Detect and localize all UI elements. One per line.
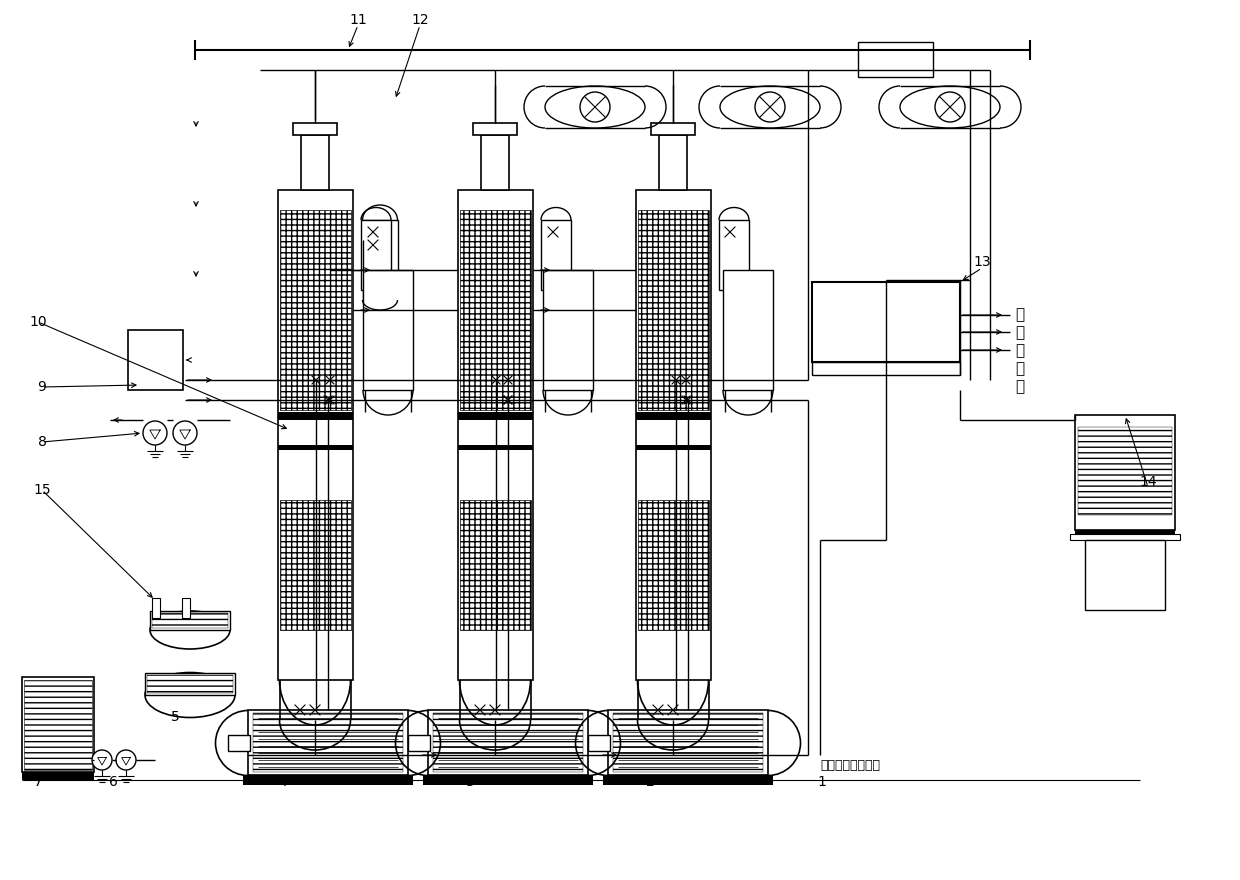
Bar bbox=[280, 210, 351, 410]
Text: 2: 2 bbox=[646, 775, 655, 789]
Bar bbox=[1078, 427, 1172, 515]
Bar bbox=[22, 772, 94, 780]
Circle shape bbox=[143, 421, 167, 445]
Bar bbox=[153, 613, 228, 628]
Bar bbox=[150, 611, 229, 630]
Text: 槽: 槽 bbox=[1016, 379, 1024, 394]
Bar bbox=[145, 673, 236, 695]
Text: 14: 14 bbox=[1140, 475, 1157, 489]
Bar bbox=[361, 220, 391, 290]
Bar bbox=[182, 598, 190, 618]
Bar bbox=[613, 713, 763, 772]
Bar bbox=[293, 123, 337, 135]
Bar bbox=[278, 190, 353, 680]
Text: 11: 11 bbox=[350, 13, 367, 27]
Circle shape bbox=[755, 92, 785, 122]
Circle shape bbox=[92, 750, 112, 770]
Text: 6: 6 bbox=[109, 775, 118, 789]
Bar bbox=[858, 42, 932, 77]
Circle shape bbox=[174, 421, 197, 445]
Bar bbox=[458, 445, 533, 450]
Bar bbox=[460, 210, 531, 410]
Bar bbox=[658, 135, 687, 190]
Bar bbox=[24, 680, 92, 770]
Bar bbox=[253, 713, 403, 772]
Bar bbox=[458, 190, 533, 680]
Circle shape bbox=[935, 92, 965, 122]
Bar bbox=[1085, 540, 1166, 610]
Bar bbox=[603, 775, 773, 785]
Text: 15: 15 bbox=[33, 483, 51, 497]
Bar bbox=[608, 710, 768, 775]
Bar bbox=[423, 775, 593, 785]
Bar bbox=[481, 135, 508, 190]
Bar bbox=[882, 284, 952, 360]
Bar bbox=[812, 362, 960, 375]
Bar bbox=[428, 710, 588, 775]
Bar bbox=[813, 284, 879, 360]
Text: 8: 8 bbox=[37, 435, 46, 449]
Bar bbox=[458, 412, 533, 420]
Bar bbox=[408, 735, 430, 751]
Bar bbox=[541, 220, 570, 290]
Text: 4: 4 bbox=[279, 775, 288, 789]
Bar bbox=[1075, 530, 1176, 538]
Ellipse shape bbox=[900, 86, 999, 128]
Bar bbox=[148, 675, 233, 693]
Text: 接: 接 bbox=[1016, 343, 1024, 358]
Bar bbox=[1070, 534, 1180, 540]
Bar bbox=[280, 500, 351, 630]
Ellipse shape bbox=[145, 672, 236, 717]
Text: 9: 9 bbox=[37, 380, 46, 394]
Text: 13: 13 bbox=[973, 255, 991, 269]
Bar bbox=[228, 735, 250, 751]
Bar bbox=[816, 286, 877, 358]
Text: 3: 3 bbox=[466, 775, 475, 789]
Ellipse shape bbox=[720, 86, 820, 128]
Bar bbox=[22, 677, 94, 772]
Text: 精馏塔下直接装桶: 精馏塔下直接装桶 bbox=[820, 759, 880, 772]
Circle shape bbox=[117, 750, 136, 770]
Bar bbox=[812, 282, 960, 362]
Text: 10: 10 bbox=[30, 315, 47, 329]
Bar bbox=[636, 412, 711, 420]
Bar bbox=[243, 775, 413, 785]
Bar bbox=[723, 270, 773, 390]
Bar bbox=[301, 135, 329, 190]
Text: 1: 1 bbox=[817, 775, 826, 789]
Bar bbox=[278, 412, 353, 420]
Bar bbox=[128, 330, 184, 390]
Bar bbox=[639, 210, 709, 410]
Bar bbox=[651, 123, 694, 135]
Bar bbox=[636, 190, 711, 680]
Ellipse shape bbox=[546, 86, 645, 128]
Bar bbox=[639, 500, 709, 630]
Text: 收: 收 bbox=[1016, 362, 1024, 377]
Bar bbox=[1075, 415, 1176, 530]
Bar bbox=[588, 735, 610, 751]
Bar bbox=[363, 220, 398, 300]
Bar bbox=[472, 123, 517, 135]
Circle shape bbox=[580, 92, 610, 122]
Text: 馏: 馏 bbox=[1016, 307, 1024, 322]
Text: 5: 5 bbox=[171, 710, 180, 724]
Text: 分: 分 bbox=[1016, 326, 1024, 341]
Bar bbox=[248, 710, 408, 775]
Bar bbox=[153, 598, 160, 618]
Text: 7: 7 bbox=[33, 775, 42, 789]
Text: 12: 12 bbox=[412, 13, 429, 27]
Bar bbox=[636, 445, 711, 450]
Bar bbox=[278, 445, 353, 450]
Bar bbox=[433, 713, 583, 772]
Bar bbox=[460, 500, 531, 630]
Ellipse shape bbox=[150, 611, 229, 649]
Bar bbox=[884, 286, 950, 358]
Bar bbox=[543, 270, 593, 390]
Bar bbox=[719, 220, 749, 290]
Bar bbox=[363, 270, 413, 390]
